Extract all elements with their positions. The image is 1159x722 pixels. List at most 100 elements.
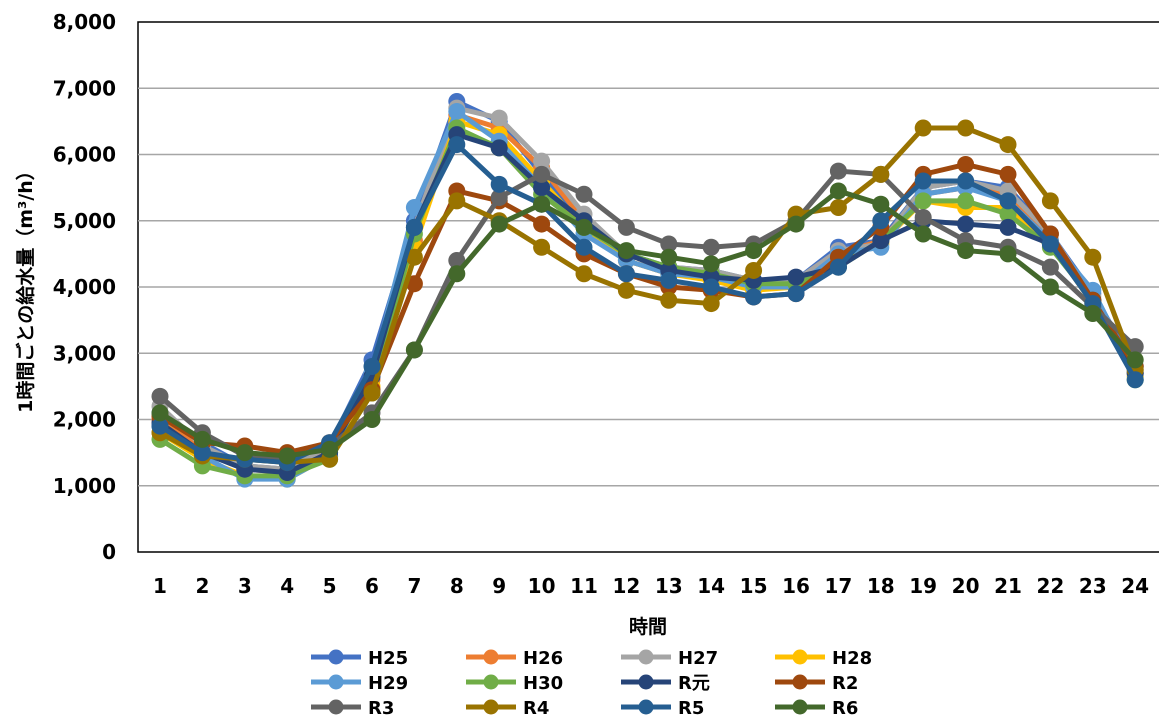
- y-axis-title: 1時間ごとの給水量（m³/h）: [14, 161, 37, 413]
- legend-item: H25: [311, 648, 408, 669]
- legend-item: R2: [775, 673, 858, 694]
- y-tick-label: 2,000: [53, 408, 116, 432]
- data-point: [533, 179, 551, 197]
- legend-label: H28: [832, 648, 872, 669]
- data-point: [999, 245, 1017, 263]
- data-point: [533, 238, 551, 256]
- legend-item: H27: [621, 648, 718, 669]
- legend-item: R3: [311, 698, 394, 719]
- data-point: [787, 215, 805, 233]
- data-point: [448, 265, 466, 283]
- legend-item: H28: [775, 648, 872, 669]
- data-point: [617, 265, 635, 283]
- data-point: [745, 288, 763, 306]
- legend-marker: [328, 699, 344, 715]
- x-tick-labels: 1 2 3 4 5 6 7 8 9 10 11 12 13 14 15 16 17 18 19 20 21 22 23 24: [153, 574, 1149, 598]
- data-point: [829, 182, 847, 200]
- legend-label: R元: [678, 673, 710, 694]
- data-point: [914, 119, 932, 137]
- y-tick-label: 7,000: [53, 76, 116, 100]
- legend-marker: [638, 674, 654, 690]
- data-point: [702, 295, 720, 313]
- x-tick-label: 17: [824, 574, 852, 598]
- x-tick-label: 23: [1079, 574, 1107, 598]
- data-point: [702, 278, 720, 296]
- legend-marker: [328, 674, 344, 690]
- x-tick-label: 24: [1121, 574, 1149, 598]
- data-point: [193, 444, 211, 462]
- x-tick-label: 4: [280, 574, 294, 598]
- data-point: [872, 232, 890, 250]
- legend-item: H26: [466, 648, 563, 669]
- data-point: [829, 258, 847, 276]
- x-tick-label: 16: [782, 574, 810, 598]
- data-point: [787, 268, 805, 286]
- x-tick-label: 7: [407, 574, 421, 598]
- data-point: [405, 218, 423, 236]
- x-tick-label: 3: [238, 574, 252, 598]
- data-point: [1041, 192, 1059, 210]
- y-tick-label: 5,000: [53, 209, 116, 233]
- data-point: [321, 440, 339, 458]
- data-point: [533, 165, 551, 183]
- data-point: [490, 139, 508, 157]
- x-tick-label: 15: [740, 574, 768, 598]
- data-point: [872, 195, 890, 213]
- x-axis-title: 時間: [629, 616, 667, 638]
- data-point: [745, 242, 763, 260]
- data-point: [872, 212, 890, 230]
- data-point: [405, 248, 423, 266]
- y-tick-labels: 0 1,000 2,000 3,000 4,000 5,000 6,000 7,000 8,00…: [53, 10, 116, 564]
- data-point: [999, 205, 1017, 223]
- x-tick-label: 13: [655, 574, 683, 598]
- legend-marker: [483, 649, 499, 665]
- data-point: [914, 172, 932, 190]
- data-point: [363, 358, 381, 375]
- legend-label: H29: [368, 673, 408, 694]
- data-point: [533, 215, 551, 233]
- data-point: [829, 199, 847, 216]
- x-tick-label: 2: [195, 574, 209, 598]
- legend: H25 H26 H27 H28 H29 H30 R元 R2 R3 R4 R5 R6: [311, 648, 872, 719]
- data-point: [617, 281, 635, 299]
- data-point: [533, 152, 551, 170]
- data-point: [1041, 235, 1059, 253]
- data-point: [999, 192, 1017, 210]
- x-tick-label: 22: [1036, 574, 1064, 598]
- data-point: [448, 192, 466, 210]
- x-tick-label: 11: [570, 574, 598, 598]
- legend-label: H27: [678, 648, 718, 669]
- data-point: [405, 199, 423, 216]
- data-point: [660, 248, 678, 266]
- data-point: [914, 192, 932, 210]
- x-tick-label: 14: [697, 574, 725, 598]
- x-tick-label: 8: [450, 574, 464, 598]
- data-point: [745, 261, 763, 279]
- legend-marker: [638, 699, 654, 715]
- x-tick-label: 6: [365, 574, 379, 598]
- data-point: [363, 384, 381, 402]
- legend-marker: [792, 699, 808, 715]
- data-point: [236, 444, 254, 462]
- legend-item: H30: [466, 673, 563, 694]
- data-point: [914, 225, 932, 243]
- data-point: [575, 218, 593, 236]
- x-tick-label: 19: [909, 574, 937, 598]
- x-tick-label: 9: [492, 574, 506, 598]
- data-point: [957, 119, 975, 137]
- data-point: [151, 404, 169, 422]
- legend-marker: [483, 699, 499, 715]
- data-point: [1126, 371, 1144, 389]
- data-point: [957, 215, 975, 233]
- y-tick-label: 8,000: [53, 10, 116, 34]
- legend-item: R5: [621, 698, 704, 719]
- data-point: [957, 192, 975, 210]
- data-point: [405, 341, 423, 359]
- data-point: [957, 155, 975, 173]
- data-point: [575, 185, 593, 203]
- legend-item: R4: [466, 698, 549, 719]
- data-point: [914, 208, 932, 226]
- data-point: [448, 102, 466, 120]
- x-tick-label: 10: [528, 574, 556, 598]
